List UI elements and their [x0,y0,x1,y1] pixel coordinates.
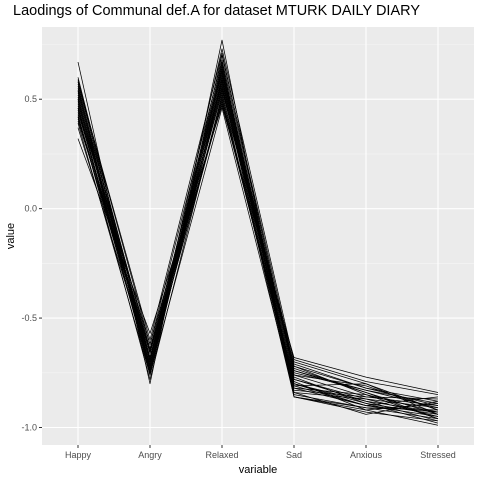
series-line [77,101,439,413]
x-tick-label: Angry [138,450,162,460]
x-tick-label: Relaxed [205,450,238,460]
series-lines [77,39,439,426]
y-tick-label: 0.0 [24,204,37,214]
y-tick-label: -1.0 [21,422,37,432]
x-axis: Happy Angry Relaxed Sad Anxious Stressed [65,445,456,460]
x-tick-label: Anxious [350,450,383,460]
series-line [77,61,439,426]
series-line [77,70,439,404]
y-axis: 0.5 0.0 -0.5 -1.0 [21,94,42,432]
series-line [77,87,439,420]
chart-title: Laodings of Communal def.A for dataset M… [13,3,420,19]
series-line [77,52,439,411]
series-line [77,79,439,415]
y-tick-label: 0.5 [24,94,37,104]
x-tick-label: Sad [286,450,302,460]
x-axis-title: variable [239,464,278,476]
y-axis-title: value [5,223,17,249]
y-tick-label: -0.5 [21,313,37,323]
x-tick-label: Happy [65,450,92,460]
x-tick-label: Stressed [420,450,456,460]
